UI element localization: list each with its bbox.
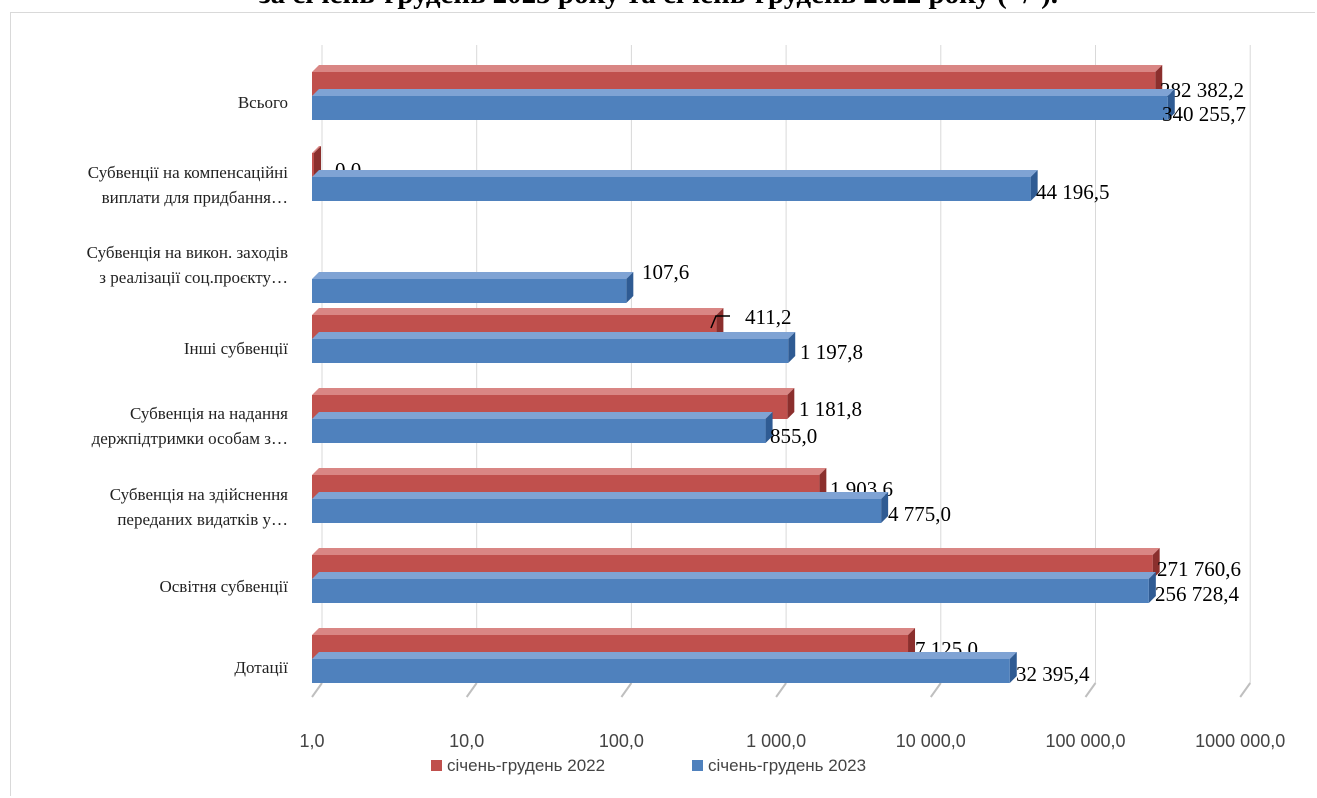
bar-2022 [312,146,321,177]
x-tick-label: 1000 000,0 [1195,731,1285,751]
category-label: Інші субвенції [184,339,288,358]
floor-tick [620,682,633,698]
category-label: Дотації [234,658,288,677]
x-tick-label: 1 000,0 [746,731,806,751]
floor-tick [929,682,942,698]
data-label: 1 197,8 [800,340,863,364]
bar-2023 [312,572,1156,603]
bar-2023 [312,332,796,363]
category-label: Субвенція на надання [130,404,288,423]
data-label: 411,2 [745,305,791,329]
floor-tick [311,682,323,698]
data-label: 271 760,6 [1157,557,1241,581]
floor-tick [465,682,478,698]
legend-label-2022: січень-грудень 2022 [447,756,605,775]
bar-2023 [312,412,773,443]
category-label: Освітня субвенції [159,577,288,596]
x-tick-label: 100 000,0 [1045,731,1125,751]
x-tick-label: 10,0 [449,731,484,751]
data-label: 855,0 [770,424,817,448]
category-label: держпідтримки особам з… [92,429,288,448]
category-label: Субвенція на викон. заходів [87,243,288,262]
data-label: 4 775,0 [888,502,951,526]
bar-2023 [312,652,1017,683]
floor-tick [1239,682,1252,698]
x-tick-label: 100,0 [599,731,644,751]
category-label: виплати для придбання… [102,188,288,207]
x-tick-label: 10 000,0 [896,731,966,751]
chart-title: за січень-грудень 2023 року та січень-гр… [0,0,1317,10]
chart-title-strip: за січень-грудень 2023 року та січень-гр… [0,0,1317,10]
category-label: з реалізації соц.проєкту… [99,268,288,287]
bar-2023 [312,492,889,523]
bar-2023 [312,89,1175,120]
legend-label-2023: січень-грудень 2023 [708,756,866,775]
leader-line [710,315,730,329]
data-label: 340 255,7 [1162,102,1246,126]
legend-swatch-2023 [692,760,703,771]
category-label: Субвенції на компенсаційні [88,163,288,182]
data-label: 1 181,8 [799,397,862,421]
floor-tick [775,682,787,698]
category-label: Всього [238,93,288,112]
chart-frame [10,12,1315,796]
x-tick-label: 1,0 [299,731,324,751]
data-label: 256 728,4 [1155,582,1240,606]
data-label: 32 395,4 [1016,662,1090,686]
data-label: 107,6 [642,260,689,284]
category-label: переданих видатків у… [117,510,288,529]
bar-2023 [312,272,634,303]
category-label: Субвенція на здійснення [110,485,288,504]
data-label: 44 196,5 [1036,180,1110,204]
bar-2023 [312,170,1038,201]
legend-swatch-2022 [431,760,442,771]
floor-tick [1084,682,1097,698]
